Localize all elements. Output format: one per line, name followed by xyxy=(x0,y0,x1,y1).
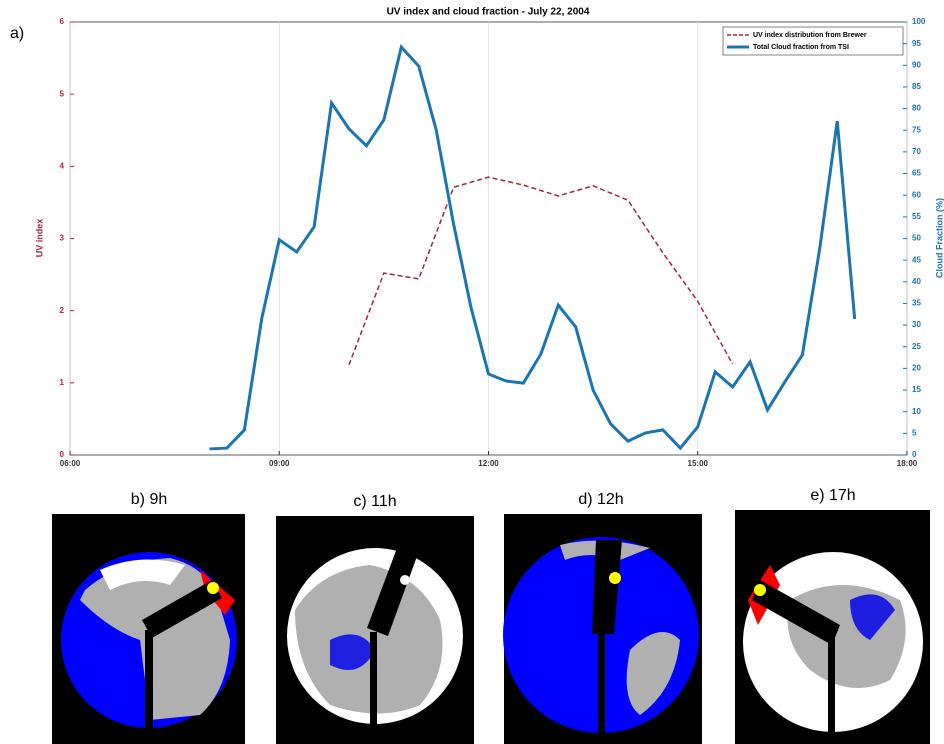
y-tick-label: 2 xyxy=(60,306,65,315)
panel-label: c) 11h xyxy=(353,493,396,510)
y-axis-label: UV index xyxy=(34,219,44,258)
y2-tick-label: 5 xyxy=(912,428,917,437)
x-tick-label: 15:00 xyxy=(688,459,709,468)
x-tick-label: 06:00 xyxy=(60,459,81,468)
y2-tick-label: 30 xyxy=(912,320,921,329)
legend-label: UV index distribution from Brewer xyxy=(753,32,867,39)
y2-tick-label: 35 xyxy=(912,299,921,308)
panel-d xyxy=(503,514,702,744)
x-tick-label: 12:00 xyxy=(478,459,499,468)
y2-tick-label: 25 xyxy=(912,342,921,351)
panel-label: e) 17h xyxy=(810,487,855,504)
y-tick-label: 3 xyxy=(60,234,65,243)
y2-tick-label: 55 xyxy=(912,212,921,221)
x-tick-label: 09:00 xyxy=(269,459,290,468)
panel-c xyxy=(276,516,474,744)
panel-e xyxy=(735,510,930,744)
y-tick-label: 4 xyxy=(60,161,65,170)
y2-tick-label: 10 xyxy=(912,407,921,416)
y2-tick-label: 65 xyxy=(912,169,921,178)
y2-tick-label: 90 xyxy=(912,60,921,69)
y2-tick-label: 20 xyxy=(912,364,921,373)
chart-title: UV index and cloud fraction - July 22, 2… xyxy=(387,7,590,18)
y2-tick-label: 15 xyxy=(912,385,921,394)
y2-tick-label: 85 xyxy=(912,82,921,91)
y-tick-label: 5 xyxy=(60,89,65,98)
y2-tick-label: 50 xyxy=(912,234,921,243)
figure-label: a) xyxy=(10,25,24,42)
y-tick-label: 0 xyxy=(60,450,65,459)
y2-tick-label: 95 xyxy=(912,39,921,48)
figure: a) UV index and cloud fraction - July 22… xyxy=(0,0,944,744)
y2-tick-label: 75 xyxy=(912,125,921,134)
panel-label: d) 12h xyxy=(578,491,623,508)
legend-label: Total Cloud fraction from TSI xyxy=(753,44,849,51)
y2-tick-label: 0 xyxy=(912,450,917,459)
y2-tick-label: 60 xyxy=(912,190,921,199)
x-tick-label: 18:00 xyxy=(897,459,918,468)
y2-axis-label: Cloud Fraction (%) xyxy=(934,198,944,278)
y2-tick-label: 100 xyxy=(912,17,926,26)
y2-tick-label: 80 xyxy=(912,104,921,113)
panel-label: b) 9h xyxy=(131,491,167,508)
y-tick-label: 1 xyxy=(60,378,65,387)
y2-tick-label: 40 xyxy=(912,277,921,286)
y-tick-label: 6 xyxy=(60,17,65,26)
panel-b xyxy=(52,514,245,744)
y2-tick-label: 70 xyxy=(912,147,921,156)
y2-tick-label: 45 xyxy=(912,255,921,264)
